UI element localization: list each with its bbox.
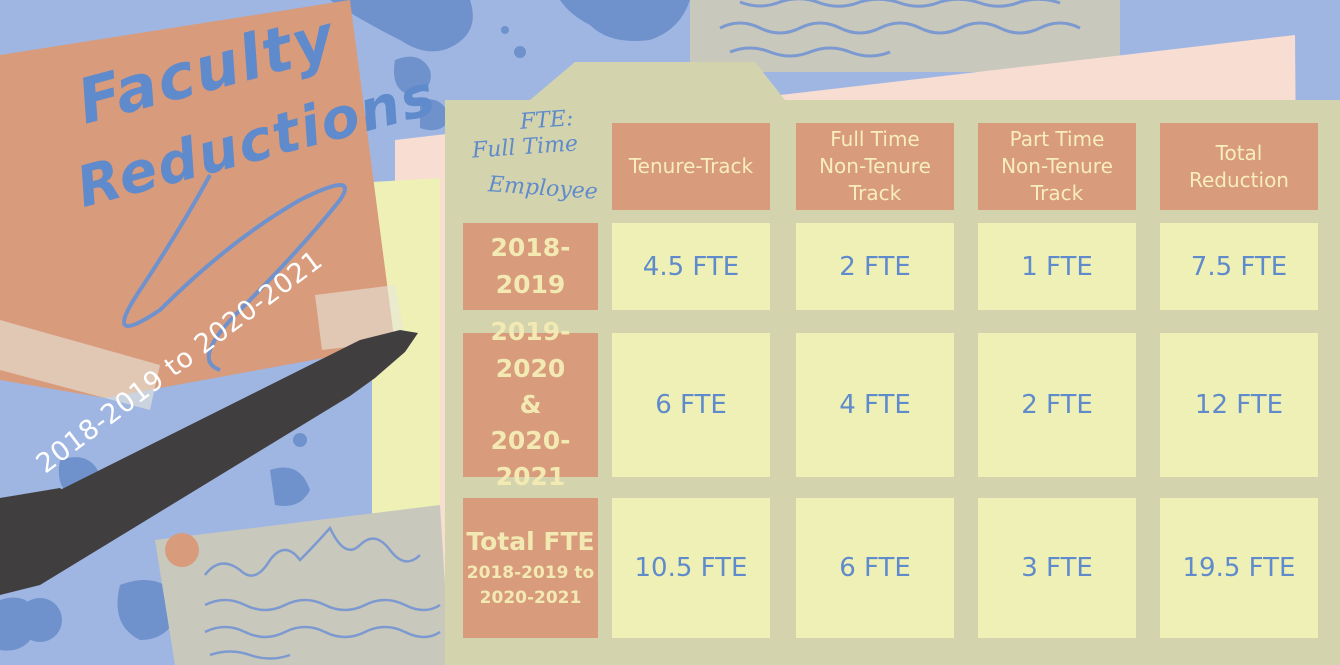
row-header-2018-2019: 2018-2019 — [463, 223, 598, 310]
grey-note-top — [690, 0, 1120, 72]
cell-2018-2019-total: 7.5 FTE — [1160, 223, 1318, 310]
cell-total-part-time: 3 FTE — [978, 498, 1136, 638]
cell-total-tenure-track: 10.5 FTE — [612, 498, 770, 638]
pen — [0, 330, 418, 595]
cell-2018-2019-part-time: 1 FTE — [978, 223, 1136, 310]
column-header-total-reduction: Total Reduction — [1160, 123, 1318, 210]
column-header-full-time-non-tenure: Full Time Non-Tenure Track — [796, 123, 954, 210]
row-header-total-fte: Total FTE 2018-2019 to 2020-2021 — [463, 498, 598, 638]
cell-total-full-time: 6 FTE — [796, 498, 954, 638]
cell-2018-2019-full-time: 2 FTE — [796, 223, 954, 310]
orange-sticky-note — [0, 0, 405, 410]
cell-total-total: 19.5 FTE — [1160, 498, 1318, 638]
cell-2019-2021-tenure-track: 6 FTE — [612, 333, 770, 477]
row-header-2019-2021: 2019-2020 & 2020-2021 — [463, 317, 598, 491]
legend-line-1: FTE: — [519, 106, 575, 135]
cell-2019-2021-part-time: 2 FTE — [978, 333, 1136, 477]
column-header-tenure-track: Tenure-Track — [612, 123, 770, 210]
column-header-part-time-non-tenure: Part Time Non-Tenure Track — [978, 123, 1136, 210]
cell-2019-2021-total: 12 FTE — [1160, 333, 1318, 477]
cell-2019-2021-full-time: 4 FTE — [796, 333, 954, 477]
grey-note-bottom — [155, 505, 450, 665]
cell-2018-2019-tenure-track: 4.5 FTE — [612, 223, 770, 310]
